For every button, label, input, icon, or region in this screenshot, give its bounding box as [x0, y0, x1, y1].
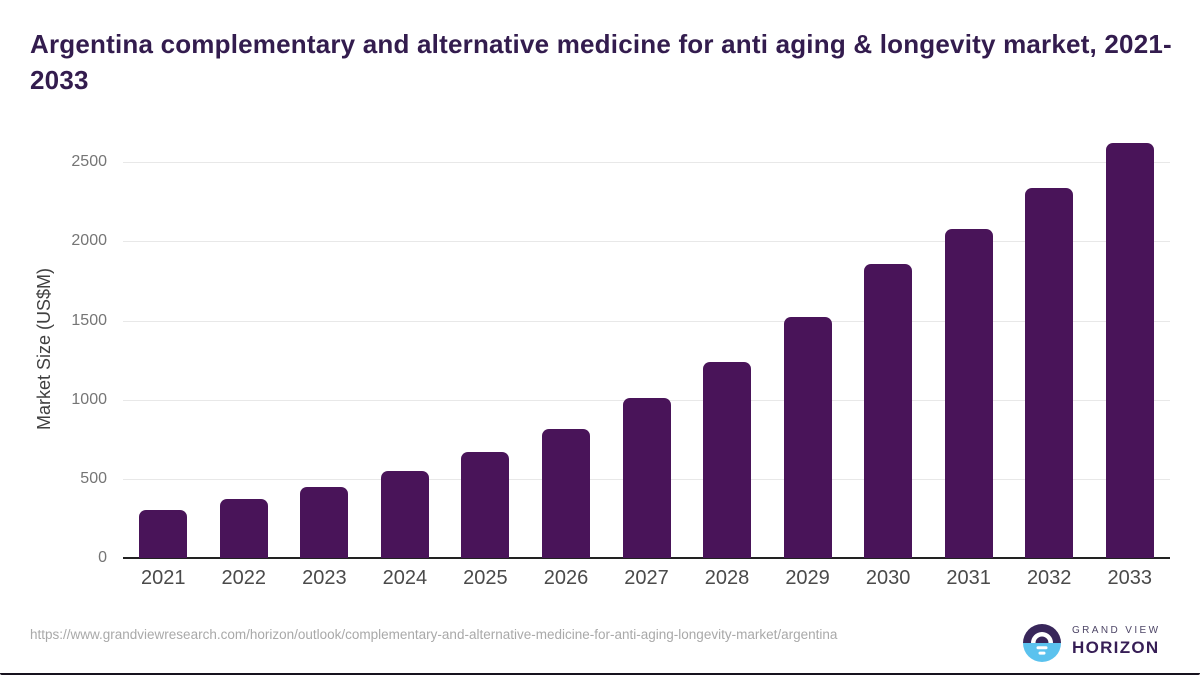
source-url: https://www.grandviewresearch.com/horizo… — [30, 627, 838, 642]
y-tick-label-1500: 1500 — [71, 311, 107, 329]
bar-2033 — [1105, 143, 1154, 558]
x-tick-label-2029: 2029 — [785, 567, 830, 589]
x-tick-label-2032: 2032 — [1026, 567, 1072, 589]
x-tick-label-2028: 2028 — [704, 567, 750, 589]
x-tick-label-2030: 2030 — [865, 567, 911, 589]
bar-2025 — [461, 451, 510, 558]
x-tick-label-2031: 2031 — [946, 567, 991, 589]
page-bottom-edge — [0, 673, 1200, 675]
x-tick-label-2022: 2022 — [221, 567, 267, 589]
x-tick-label-2023: 2023 — [302, 567, 347, 589]
x-tick-label-2024: 2024 — [382, 567, 428, 589]
gridline-2500 — [123, 162, 1170, 164]
brand-name-bottom: HORIZON — [1072, 638, 1160, 657]
bar-2028 — [703, 361, 752, 558]
y-tick-label-1000: 1000 — [71, 390, 107, 408]
bar-2022 — [219, 499, 268, 558]
plot-area: 0 500 1000 1500 2000 2500 2021 2022 2023 2024 2025… — [71, 140, 1170, 589]
bar-2027 — [622, 398, 671, 558]
y-tick-label-0: 0 — [98, 549, 107, 566]
brand-name-top: GRAND VIEW — [1072, 625, 1161, 636]
bar-2026 — [541, 428, 590, 558]
y-tick-label-2500: 2500 — [71, 153, 107, 171]
gridline-2000 — [123, 241, 1170, 243]
bar-2031 — [944, 229, 993, 558]
bar-2030 — [864, 264, 913, 558]
y-tick-label-2000: 2000 — [71, 232, 107, 250]
chart-title: Argentina complementary and alternative … — [30, 29, 1172, 95]
x-axis-line — [123, 557, 1170, 559]
y-axis-title: Market Size (US$M) — [34, 267, 54, 431]
bar-2024 — [380, 470, 429, 558]
x-tick-label-2027: 2027 — [624, 567, 669, 589]
brand-text: GRAND VIEW HORIZON — [1072, 624, 1160, 658]
bar-2023 — [300, 486, 349, 558]
horizon-sun-icon — [1022, 623, 1062, 668]
y-tick-label-500: 500 — [80, 469, 107, 487]
gridline-1500 — [123, 320, 1170, 322]
x-tick-label-2025: 2025 — [463, 567, 508, 589]
x-tick-label-2026: 2026 — [543, 567, 589, 589]
bar-2029 — [783, 317, 832, 558]
bar-2021 — [139, 509, 188, 558]
brand-logo: GRAND VIEW HORIZON — [1022, 623, 1192, 665]
x-tick-label-2021: 2021 — [141, 567, 186, 589]
bar-2032 — [1025, 187, 1074, 558]
x-tick-label-2033: 2033 — [1107, 567, 1152, 589]
